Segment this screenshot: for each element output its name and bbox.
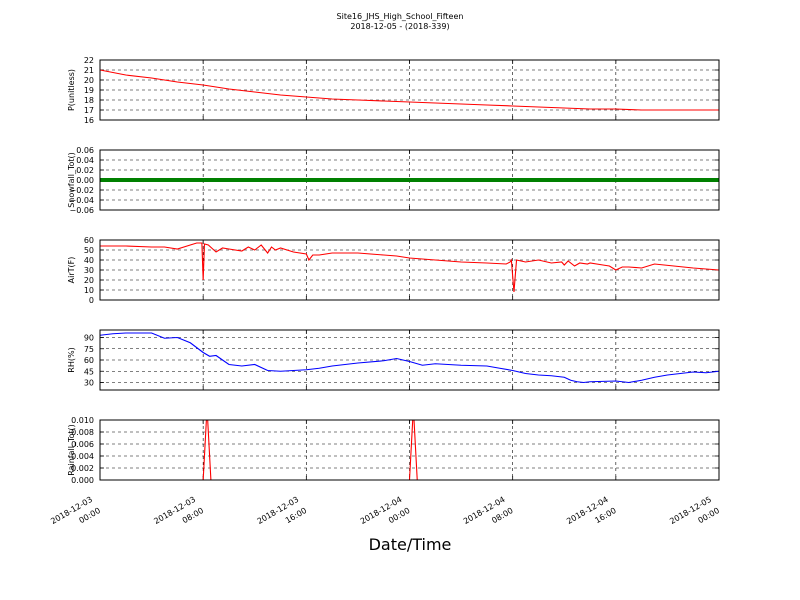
y-tick-label: 30 (84, 266, 94, 275)
panel-2: −0.06−0.04−0.020.000.020.040.06Snowfall_… (67, 146, 720, 215)
y-axis-label: RH(%) (67, 347, 76, 372)
y-tick-label: 18 (84, 96, 94, 105)
y-tick-label: 0.002 (71, 464, 94, 473)
y-tick-label: 45 (84, 367, 94, 376)
y-tick-label: 75 (84, 345, 94, 354)
panel-frame (99, 419, 720, 481)
y-tick-label: 40 (84, 256, 94, 265)
y-tick-label: 0.04 (76, 156, 94, 165)
y-tick-label: 90 (84, 334, 94, 343)
y-tick-label: 0.006 (71, 440, 94, 449)
y-tick-label: 22 (84, 56, 94, 65)
y-tick-label: 17 (84, 106, 94, 115)
y-tick-label: 10 (84, 286, 94, 295)
y-tick-label: 50 (84, 246, 94, 255)
chart-title: Site16_JHS_High_School_Fifteen (337, 12, 464, 21)
y-tick-label: 0.02 (76, 166, 94, 175)
y-tick-label: 20 (84, 76, 94, 85)
panel-5: 0.000 0.002 0.004 0.006 0.008 0.010Rainfall_T… (67, 416, 720, 485)
x-axis-label: Date/Time (369, 535, 452, 554)
series-line-1 (100, 332, 719, 384)
panel-frame (99, 149, 720, 211)
y-tick-label: 60 (84, 356, 94, 365)
y-tick-label: 30 (84, 379, 94, 388)
y-tick-label: −0.06 (69, 206, 94, 215)
y-tick-label: 19 (84, 86, 94, 95)
y-axis-label: P(unitless) (67, 69, 76, 111)
y-tick-label: 0.008 (71, 428, 94, 437)
y-axis-label: Rainfall_Tot() (67, 424, 76, 476)
y-tick-label: 0.000 (71, 476, 94, 485)
panel-4: 30 45 60 75 90 RH(%) (67, 329, 720, 391)
panel-frame (99, 239, 720, 301)
panel-frame (99, 59, 720, 121)
y-tick-label: 0.004 (71, 452, 94, 461)
panels: 16171819202122P(unitless)−0.06−0.04−0.02… (67, 56, 720, 485)
y-tick-label: 0.010 (71, 416, 94, 425)
panel-frame (99, 329, 720, 391)
series-line-1 (100, 242, 719, 293)
y-tick-label: 0.06 (76, 146, 94, 155)
y-tick-label: −0.02 (69, 186, 94, 195)
series-line-1 (100, 420, 719, 480)
y-tick-label: 60 (84, 236, 94, 245)
y-tick-label: 16 (84, 116, 94, 125)
y-tick-label: 20 (84, 276, 94, 285)
y-tick-label: 21 (84, 66, 94, 75)
y-axis-label: Snowfall_Tot() (67, 152, 76, 208)
y-tick-label: 0 (89, 296, 94, 305)
y-tick-label: −0.04 (69, 196, 94, 205)
series-line-1 (100, 69, 719, 111)
y-axis-label: AirT(F) (67, 257, 76, 284)
y-tick-label: 0.00 (76, 176, 94, 185)
chart-subtitle: 2018-12-05 - (2018-339) (350, 22, 449, 31)
